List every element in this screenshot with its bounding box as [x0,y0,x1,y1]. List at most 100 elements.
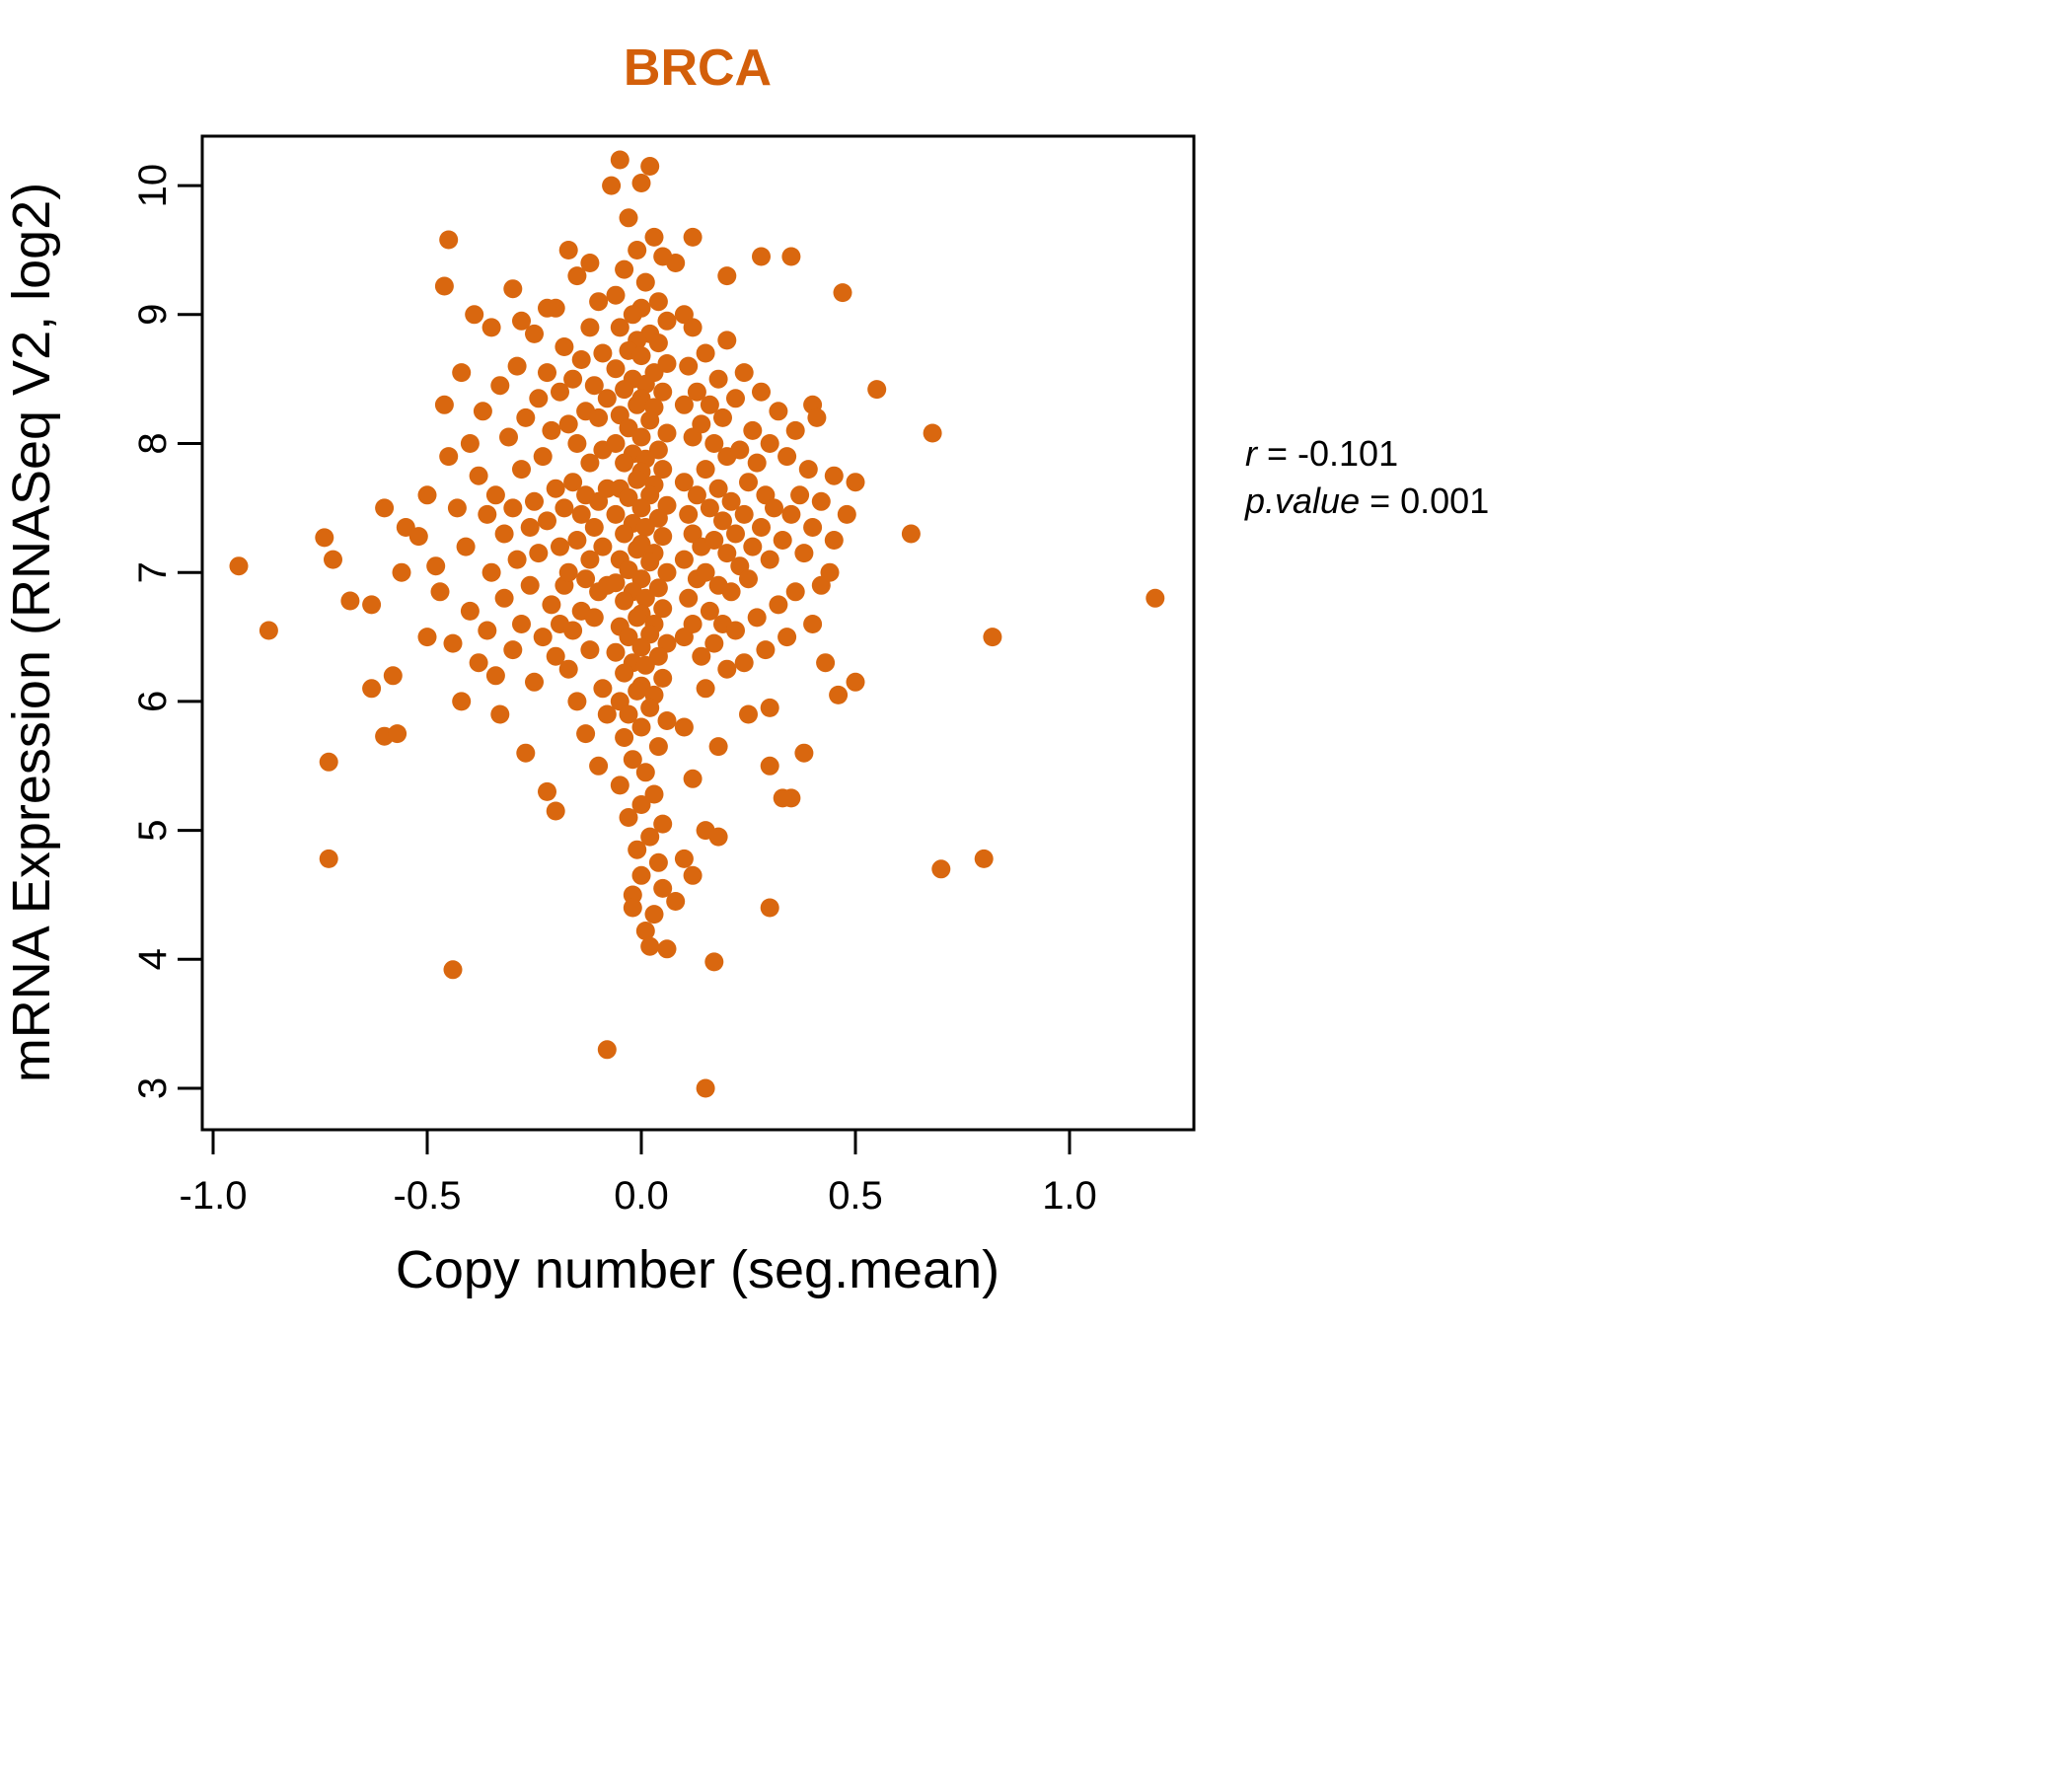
data-point [426,556,446,576]
data-point [628,395,647,414]
data-point [752,382,771,402]
data-point [589,756,609,776]
data-point [704,952,724,972]
data-point [580,640,600,660]
data-point [807,407,827,427]
data-point [478,504,497,524]
data-point [580,254,600,272]
data-point [615,259,634,279]
data-point [584,608,604,628]
data-point [713,511,732,531]
data-point [769,595,788,615]
data-point [452,363,472,383]
data-point [648,578,668,598]
data-point [640,553,660,572]
data-point [503,640,523,660]
y-axis-label: mRNA Expression (RNASeq V2, log2) [2,183,61,1082]
data-point [430,582,450,602]
data-point [503,498,523,518]
data-point [589,292,609,312]
data-point [481,318,501,337]
data-point [974,849,994,868]
data-point [512,460,531,480]
data-point [597,1040,617,1060]
data-point [388,724,407,744]
data-point [657,562,677,582]
data-point [593,679,613,699]
data-point [726,524,745,544]
data-point [362,679,382,699]
data-point [628,241,647,259]
data-point [439,447,459,467]
data-point [704,531,724,550]
data-point [734,653,754,673]
data-point [846,473,865,492]
data-point [760,698,779,717]
data-point [628,840,647,859]
data-point [533,447,553,467]
data-point [777,447,797,467]
data-point [648,737,668,757]
data-point [708,479,728,498]
data-point [558,659,578,679]
y-tick-label: 4 [131,948,175,970]
data-point [798,460,818,480]
data-point [443,633,463,653]
data-point [683,865,703,885]
data-point [259,621,278,640]
data-point [584,518,604,537]
data-point [576,569,596,589]
data-point [640,936,660,956]
data-point [721,582,741,602]
data-point [679,504,699,524]
data-point [803,518,823,537]
data-point [867,380,887,400]
data-point [615,728,634,747]
data-point [434,276,454,296]
data-point [726,621,745,640]
data-point [640,157,660,176]
data-point [687,382,706,402]
data-point [542,420,561,440]
data-point [478,621,497,640]
data-point [820,562,840,582]
data-point [631,865,651,885]
data-point [769,402,788,421]
data-point [635,922,655,940]
data-point [717,266,737,286]
data-point [546,479,565,498]
data-point [481,562,501,582]
data-point [683,769,703,788]
data-point [563,473,583,492]
data-point [516,743,536,763]
data-point [558,414,578,434]
data-point [460,601,480,621]
data-point [708,737,728,757]
y-tick-label: 9 [131,304,175,326]
data-point [721,491,741,511]
data-point [503,279,523,299]
data-point [696,679,715,699]
data-point [648,292,668,312]
data-point [615,591,634,611]
data-point [708,827,728,847]
data-point [752,518,771,537]
data-point [597,479,617,498]
chart-title: BRCA [624,39,772,97]
data-point [696,343,715,363]
data-point [580,318,600,337]
data-point [628,540,647,559]
data-point [619,808,638,827]
x-axis-label: Copy number (seg.mean) [396,1240,999,1299]
data-point [606,359,626,379]
data-point [615,453,634,473]
data-point [315,528,334,548]
data-point [567,266,587,286]
data-point [520,518,540,537]
data-point [644,784,664,804]
data-point [447,498,467,518]
data-point [743,537,763,556]
data-point [747,453,767,473]
data-point [610,776,629,795]
y-tick-label: 7 [131,561,175,583]
